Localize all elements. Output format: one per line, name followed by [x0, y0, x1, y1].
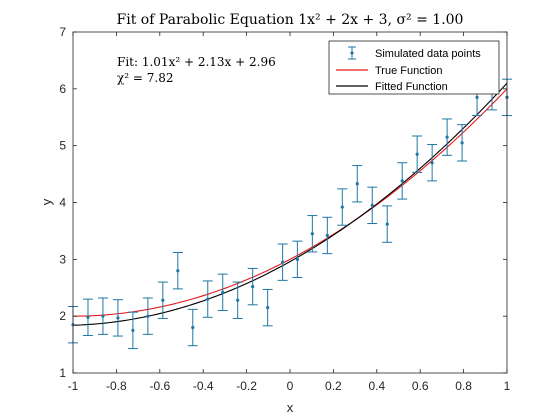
point-marker	[281, 260, 285, 264]
chart-title-text: Fit of Parabolic Equation 1x² + 2x + 3, …	[117, 12, 464, 28]
point-marker	[460, 141, 464, 145]
point-marker	[86, 315, 90, 319]
data-point	[172, 252, 183, 290]
legend-label-data: Simulated data points	[375, 48, 481, 60]
fit-annotation: Fit: 1.01x² + 2.13x + 2.96	[117, 55, 276, 69]
point-marker	[206, 297, 210, 301]
point-marker	[236, 298, 240, 302]
true-function-line	[72, 88, 508, 317]
point-marker	[221, 290, 225, 294]
legend-entry-true: True Function	[336, 65, 442, 77]
x-tick-label: 0.4	[368, 379, 385, 393]
y-axis-label: y	[39, 198, 54, 205]
point-marker	[146, 314, 150, 318]
data-point	[97, 297, 108, 335]
x-tick-label: -0.6	[149, 379, 170, 393]
data-point	[112, 299, 123, 337]
data-point	[307, 215, 318, 253]
point-marker	[400, 179, 404, 183]
point-marker	[445, 135, 449, 139]
data-point	[352, 165, 363, 203]
data-point	[187, 308, 198, 347]
x-tick-label: 0	[287, 379, 294, 393]
point-marker	[116, 316, 120, 320]
data-point	[457, 124, 468, 162]
y-tick-label: 7	[59, 25, 66, 39]
legend-entry-fitted: Fitted Function	[336, 81, 448, 93]
data-point	[412, 135, 423, 173]
data-point	[337, 188, 348, 226]
point-marker	[370, 203, 374, 207]
data-point	[427, 144, 438, 182]
data-point	[232, 281, 243, 319]
legend: Simulated data points True Function Fitt…	[328, 40, 500, 95]
data-point	[397, 162, 408, 200]
data-point	[217, 273, 228, 311]
data-point	[277, 243, 288, 281]
point-marker	[325, 233, 329, 238]
y-tick-label: 4	[59, 196, 66, 210]
point-marker	[415, 152, 419, 156]
data-point	[442, 118, 453, 156]
data-point	[82, 298, 93, 336]
point-marker	[266, 306, 270, 310]
x-tick-label: 0.2	[325, 379, 342, 393]
data-point	[367, 186, 378, 225]
data-point	[247, 267, 258, 306]
legend-data-marker	[348, 46, 356, 60]
legend-point-marker	[350, 51, 354, 55]
y-axis-ticks: 1 2 3 4 5 6 7	[59, 25, 507, 380]
x-tick-label: 0.8	[455, 379, 472, 393]
legend-label-true: True Function	[375, 65, 442, 77]
point-marker	[340, 205, 344, 209]
x-tick-label: -0.8	[106, 379, 127, 393]
y-tick-label: 3	[59, 252, 66, 266]
data-point	[142, 297, 153, 335]
x-tick-label: -0.4	[193, 379, 214, 393]
x-axis-label: x	[287, 400, 294, 415]
point-marker	[101, 314, 105, 318]
point-marker	[310, 232, 314, 236]
data-point	[157, 281, 168, 319]
point-marker	[131, 328, 135, 332]
legend-entry-data: Simulated data points	[348, 46, 481, 60]
y-tick-label: 2	[59, 309, 66, 323]
curves-layer	[72, 82, 508, 326]
data-point	[382, 205, 393, 243]
point-marker	[176, 269, 180, 273]
chi-annotation: χ² = 7.82	[117, 71, 173, 85]
chart-title: Fit of Parabolic Equation 1x² + 2x + 3, …	[117, 12, 464, 28]
legend-label-fitted: Fitted Function	[375, 81, 448, 93]
y-tick-label: 1	[59, 366, 66, 380]
data-point	[322, 216, 333, 255]
data-point	[292, 240, 303, 279]
point-marker	[355, 182, 359, 186]
data-point	[262, 288, 273, 327]
point-marker	[191, 325, 195, 330]
legend-box	[328, 40, 500, 95]
y-tick-label: 5	[59, 139, 66, 153]
point-marker	[475, 95, 479, 99]
x-tick-label: -1	[68, 379, 79, 393]
data-point	[127, 311, 138, 350]
fitted-function-line	[72, 82, 508, 326]
x-tick-label: 0.6	[412, 379, 429, 393]
point-marker	[251, 285, 255, 289]
point-marker	[430, 161, 434, 165]
data-point	[202, 280, 213, 318]
x-tick-label: -0.2	[236, 379, 257, 393]
y-tick-label: 6	[59, 82, 66, 96]
x-tick-label: 1	[504, 379, 511, 393]
x-axis-ticks: -1 -0.8 -0.6 -0.4 -0.2 0 0.2 0.4 0.6 0.8 1	[68, 32, 511, 393]
point-marker	[385, 222, 389, 226]
point-marker	[295, 257, 299, 261]
point-marker	[161, 298, 165, 302]
